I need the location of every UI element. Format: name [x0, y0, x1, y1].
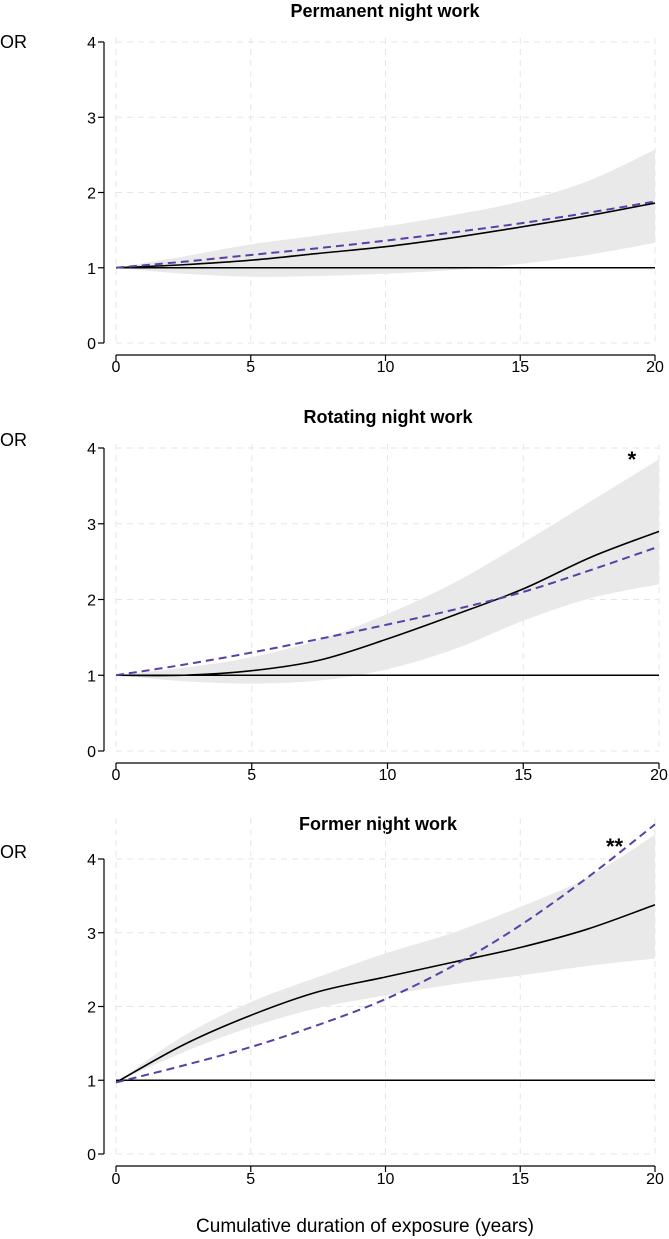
x-tick-label: 20 [646, 359, 664, 376]
x-tick-label: 15 [511, 359, 529, 376]
significance-annotation: ** [606, 834, 624, 859]
y-tick-label: 0 [87, 744, 96, 761]
x-tick-label: 10 [377, 1171, 395, 1188]
panel-title: Former night work [299, 814, 458, 834]
panel-rotating-night-work: Rotating night work OR 0 1 2 3 4 0 5 10 15 20 * [0, 407, 668, 784]
y-tick-label: 1 [87, 261, 96, 278]
y-tick-label: 4 [87, 441, 96, 458]
y-tick-label: 2 [87, 1000, 96, 1017]
x-tick-label: 10 [379, 767, 397, 784]
y-axis-label: OR [0, 842, 27, 862]
x-tick-label: 0 [112, 1171, 121, 1188]
x-tick-label: 5 [246, 1171, 255, 1188]
x-tick-label: 20 [646, 1171, 664, 1188]
series-line-dashed [115, 545, 660, 677]
y-tick-label: 3 [87, 110, 96, 127]
y-tick-label: 2 [87, 186, 96, 203]
x-tick-label: 20 [650, 767, 668, 784]
y-tick-label: 4 [87, 852, 96, 869]
x-axis-label: Cumulative duration of exposure (years) [196, 1216, 534, 1237]
panel-former-night-work: Former night work OR 0 1 2 3 4 0 5 10 15 20 ** [0, 814, 664, 1188]
x-tick-label: 0 [112, 767, 121, 784]
x-tick-label: 5 [247, 767, 256, 784]
x-tick-label: 15 [511, 1171, 529, 1188]
series-line-solid [115, 202, 656, 269]
y-axis-label: OR [0, 32, 27, 52]
y-tick-label: 3 [87, 517, 96, 534]
y-tick-label: 0 [87, 336, 96, 353]
panel-title: Rotating night work [304, 407, 474, 427]
panel-permanent-night-work: Permanent night work OR 0 1 2 3 4 0 5 10 15 20 [0, 1, 664, 376]
x-tick-label: 15 [514, 767, 532, 784]
y-tick-label: 1 [87, 1073, 96, 1090]
series-line-solid [115, 530, 660, 677]
y-tick-label: 4 [87, 35, 96, 52]
series-line-solid [115, 903, 656, 1084]
significance-annotation: * [628, 447, 637, 472]
y-axis-label: OR [0, 430, 27, 450]
confidence-band [116, 149, 655, 277]
y-tick-label: 3 [87, 926, 96, 943]
y-tick-label: 1 [87, 668, 96, 685]
plot-area: 0 1 2 3 4 0 5 10 15 20 ** [87, 818, 664, 1188]
y-tick-label: 0 [87, 1147, 96, 1164]
series-line-dashed [115, 823, 656, 1084]
y-tick-label: 2 [87, 593, 96, 610]
plot-area: 0 1 2 3 4 0 5 10 15 20 * [87, 441, 668, 784]
x-tick-label: 10 [377, 359, 395, 376]
confidence-band [116, 834, 655, 1083]
panel-title: Permanent night work [290, 1, 480, 21]
plot-area: 0 1 2 3 4 0 5 10 15 20 [87, 35, 664, 376]
x-tick-label: 0 [112, 359, 121, 376]
x-tick-label: 5 [246, 359, 255, 376]
